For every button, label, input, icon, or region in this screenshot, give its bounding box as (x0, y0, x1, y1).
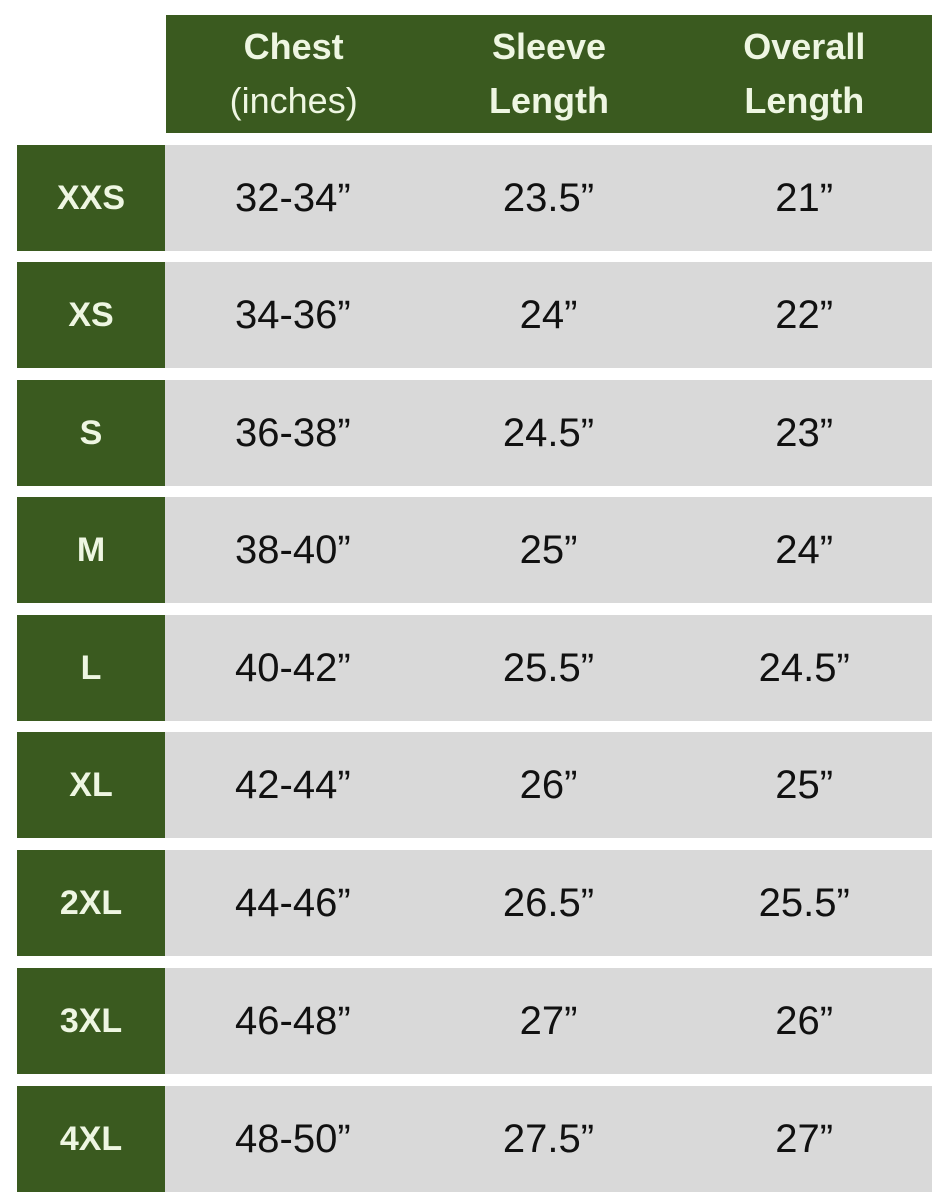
header-line1: Chest (243, 26, 344, 67)
row-values: 44-46” 26.5” 25.5” (165, 850, 932, 956)
header-line2: (inches) (229, 80, 358, 121)
size-label: XL (17, 732, 165, 838)
sleeve-value: 27” (519, 998, 578, 1043)
overall-value: 27” (775, 1116, 834, 1161)
table-row: XL 42-44” 26” 25” (17, 732, 932, 838)
row-values: 42-44” 26” 25” (165, 732, 932, 838)
sleeve-value: 26.5” (502, 880, 595, 925)
chest-value: 42-44” (235, 762, 351, 807)
row-values: 34-36” 24” 22” (165, 262, 932, 368)
overall-value: 24.5” (758, 645, 850, 690)
chest-value: 40-42” (235, 645, 351, 690)
header-line1: Sleeve (491, 26, 607, 67)
table-row: S 36-38” 24.5” 23” (17, 380, 932, 486)
row-values: 32-34” 23.5” 21” (165, 145, 932, 251)
row-values: 48-50” 27.5” 27” (165, 1086, 932, 1192)
sleeve-value: 25” (519, 527, 578, 572)
size-label: XXS (17, 145, 165, 251)
overall-value: 25.5” (758, 880, 850, 925)
overall-value: 23” (775, 410, 834, 455)
overall-value: 24” (775, 527, 834, 572)
size-label: L (17, 615, 165, 721)
chest-value: 48-50” (235, 1116, 351, 1161)
row-values: 46-48” 27” 26” (165, 968, 932, 1074)
sleeve-value: 26” (519, 762, 578, 807)
chest-value: 44-46” (235, 880, 351, 925)
chest-value: 46-48” (235, 998, 351, 1043)
chest-value: 32-34” (235, 175, 351, 220)
chest-value: 34-36” (235, 292, 351, 337)
size-label: XS (17, 262, 165, 368)
row-values: 36-38” 24.5” 23” (165, 380, 932, 486)
sleeve-value: 25.5” (502, 645, 595, 690)
sleeve-value: 23.5” (502, 175, 595, 220)
header-sleeve: Sleeve Length (421, 15, 676, 133)
row-values: 40-42” 25.5” 24.5” (165, 615, 932, 721)
chest-value: 38-40” (235, 527, 351, 572)
size-label: 3XL (17, 968, 165, 1074)
row-values: 38-40” 25” 24” (165, 497, 932, 603)
header-line2: Length (489, 80, 609, 121)
table-header: Chest (inches) Sleeve Length Overall Len… (166, 15, 932, 133)
table-row: 3XL 46-48” 27” 26” (17, 968, 932, 1074)
overall-value: 21” (775, 175, 834, 220)
table-row: XXS 32-34” 23.5” 21” (17, 145, 932, 251)
size-label: 4XL (17, 1086, 165, 1192)
table-row: M 38-40” 25” 24” (17, 497, 932, 603)
size-label: 2XL (17, 850, 165, 956)
sleeve-value: 27.5” (502, 1116, 595, 1161)
header-line2: Length (744, 80, 865, 121)
overall-value: 26” (775, 998, 834, 1043)
header-overall: Overall Length (677, 15, 932, 133)
table-row: 2XL 44-46” 26.5” 25.5” (17, 850, 932, 956)
size-label: M (17, 497, 165, 603)
overall-value: 22” (775, 292, 834, 337)
chest-value: 36-38” (235, 410, 351, 455)
table-row: XS 34-36” 24” 22” (17, 262, 932, 368)
table-row: L 40-42” 25.5” 24.5” (17, 615, 932, 721)
table-row: 4XL 48-50” 27.5” 27” (17, 1086, 932, 1192)
overall-value: 25” (775, 762, 834, 807)
size-label: S (17, 380, 165, 486)
sleeve-value: 24.5” (502, 410, 595, 455)
header-chest: Chest (inches) (166, 15, 421, 133)
header-line1: Overall (743, 26, 866, 67)
sleeve-value: 24” (519, 292, 578, 337)
